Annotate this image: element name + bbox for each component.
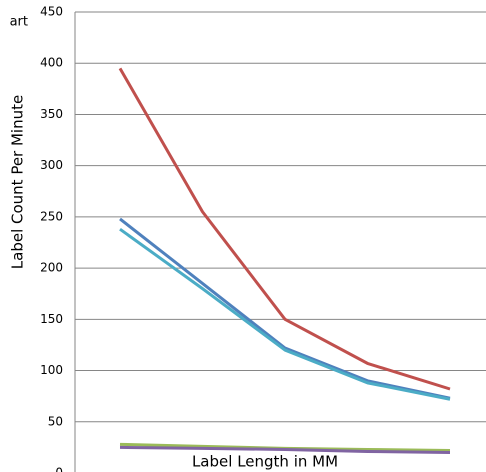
series-line [119,227,451,401]
y-tick-label: 100 [40,363,63,377]
y-tick-label: 50 [48,414,63,428]
y-tick-label: 350 [40,107,63,121]
chart-title: art [10,15,28,30]
series-line [119,445,451,455]
y-tick-label: 250 [40,209,63,223]
y-tick-label: 300 [40,158,63,172]
y-axis-title: Label Count Per Minute [9,95,27,269]
series-line [118,67,451,391]
y-tick-label: 450 [40,5,63,19]
y-tick-label: 400 [40,56,63,70]
y-tick-label: 150 [40,312,63,326]
series-line [119,217,451,400]
x-axis-title: Label Length in MM [192,453,338,471]
y-tick-label: 0 [55,466,63,472]
y-tick-label: 200 [40,261,63,275]
